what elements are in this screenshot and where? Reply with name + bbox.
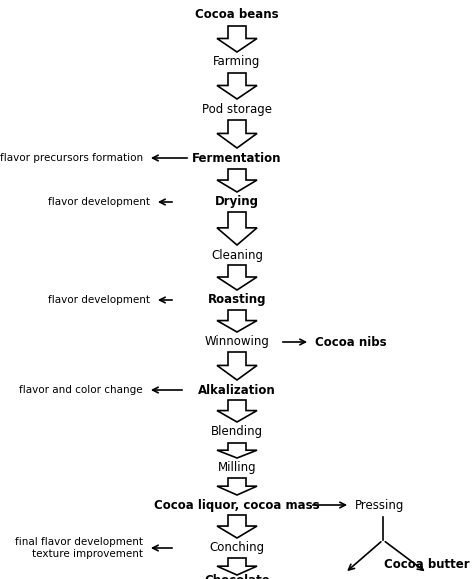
Polygon shape (217, 443, 257, 458)
Polygon shape (217, 26, 257, 52)
Polygon shape (217, 265, 257, 290)
Text: Pressing: Pressing (355, 499, 404, 511)
Polygon shape (217, 478, 257, 495)
Polygon shape (217, 169, 257, 192)
Text: Cocoa liquor, cocoa mass: Cocoa liquor, cocoa mass (154, 499, 320, 511)
Text: Alkalization: Alkalization (198, 383, 276, 397)
Text: Cocoa beans: Cocoa beans (195, 9, 279, 21)
Polygon shape (217, 558, 257, 575)
Text: flavor precursors formation: flavor precursors formation (0, 153, 143, 163)
Text: Fermentation: Fermentation (192, 152, 282, 164)
Text: Winnowing: Winnowing (205, 335, 269, 349)
Polygon shape (217, 73, 257, 99)
Text: final flavor development
texture improvement: final flavor development texture improve… (15, 537, 143, 559)
Text: Chocolate: Chocolate (204, 574, 270, 579)
Text: flavor and color change: flavor and color change (19, 385, 143, 395)
Text: Cocoa nibs: Cocoa nibs (315, 335, 387, 349)
Polygon shape (217, 212, 257, 245)
Text: Cleaning: Cleaning (211, 248, 263, 262)
Text: flavor development: flavor development (48, 295, 150, 305)
Polygon shape (217, 352, 257, 380)
Text: Conching: Conching (210, 541, 264, 555)
Text: Blending: Blending (211, 426, 263, 438)
Text: Roasting: Roasting (208, 294, 266, 306)
Text: Farming: Farming (213, 56, 261, 68)
Text: Drying: Drying (215, 196, 259, 208)
Text: Milling: Milling (218, 461, 256, 475)
Polygon shape (217, 400, 257, 422)
Text: flavor development: flavor development (48, 197, 150, 207)
Polygon shape (217, 120, 257, 148)
Polygon shape (217, 515, 257, 538)
Text: Cocoa butter: Cocoa butter (384, 558, 470, 571)
Polygon shape (217, 310, 257, 332)
Text: Pod storage: Pod storage (202, 102, 272, 115)
